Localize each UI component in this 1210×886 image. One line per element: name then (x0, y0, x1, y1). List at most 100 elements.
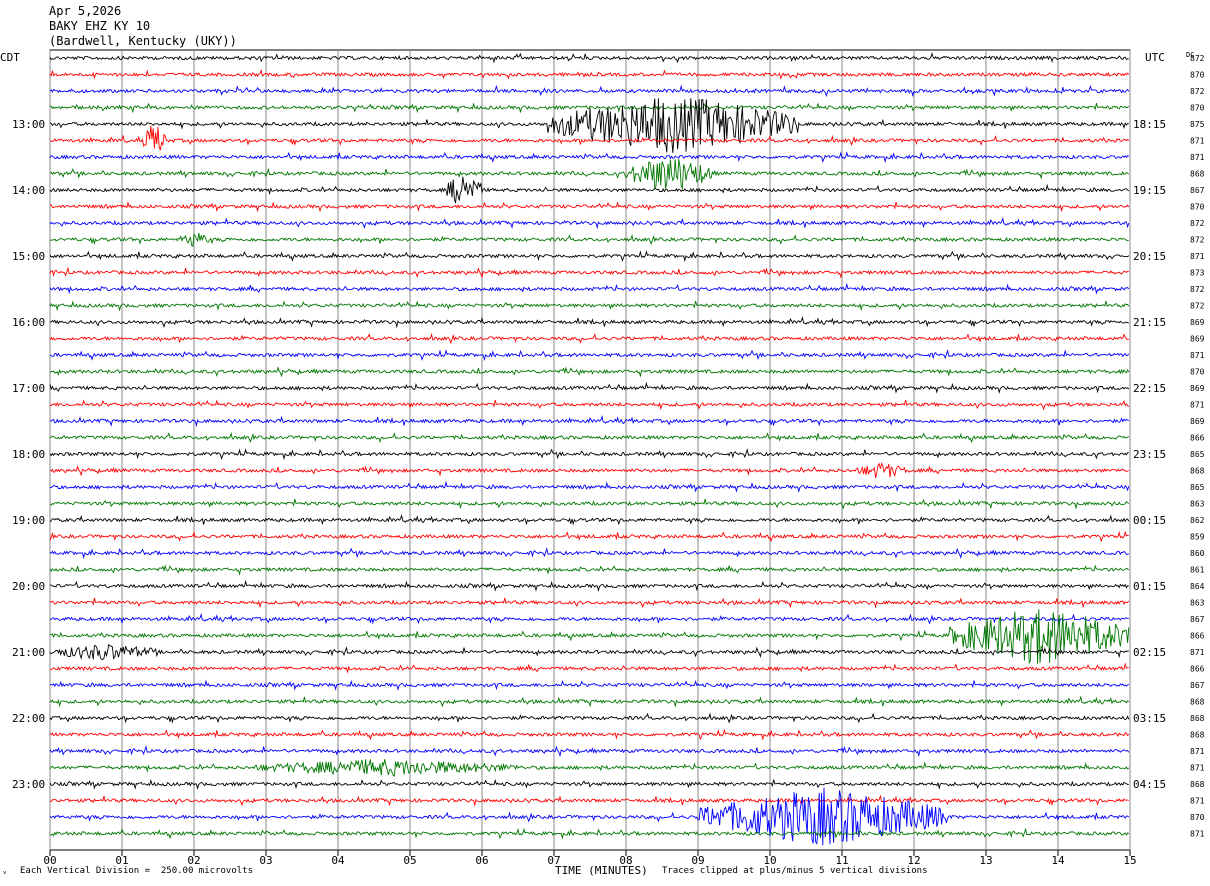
dc-offset-label: 868 (1190, 698, 1205, 707)
dc-offset-label: 867 (1190, 615, 1205, 624)
dc-offset-label: 871 (1190, 747, 1205, 756)
x-tick-label: 01 (115, 854, 128, 867)
dc-offset-label: 871 (1190, 153, 1205, 162)
trace-row-13 (49, 266, 1129, 279)
dc-offset-label: 859 (1190, 533, 1205, 542)
dc-offset-label: 867 (1190, 681, 1205, 690)
trace-row-39 (49, 695, 1130, 708)
left-hour-label: 22:00 (12, 712, 45, 725)
trace-row-16 (49, 315, 1129, 329)
trace-row-18 (49, 349, 1130, 362)
trace-row-14 (49, 282, 1130, 295)
x-axis-title: TIME (MINUTES) (555, 864, 648, 877)
dc-offset-label: 869 (1190, 384, 1205, 393)
dc-offset-label: 873 (1190, 269, 1205, 278)
dc-offset-label: 871 (1190, 401, 1205, 410)
trace-row-47 (49, 827, 1130, 840)
trace-row-8 (49, 176, 1130, 204)
trace-row-1 (49, 68, 1130, 80)
trace-row-3 (49, 102, 1130, 114)
trace-row-28 (49, 513, 1130, 526)
dc-header-label: DC (1186, 51, 1194, 59)
dc-offset-label: 870 (1190, 71, 1205, 80)
trace-row-36 (49, 643, 1129, 660)
trace-row-29 (49, 530, 1129, 543)
left-hour-label: 19:00 (12, 514, 45, 527)
trace-row-38 (49, 679, 1130, 691)
dc-offset-label: 871 (1190, 830, 1205, 839)
dc-offset-label: 869 (1190, 318, 1205, 327)
dc-offset-label: 868 (1190, 467, 1205, 476)
right-hour-label: 01:15 (1133, 580, 1166, 593)
trace-row-33 (49, 597, 1130, 609)
left-hour-label: 18:00 (12, 448, 45, 461)
trace-row-45 (49, 794, 1129, 807)
left-hour-label: 17:00 (12, 382, 45, 395)
trace-row-0 (49, 52, 1129, 64)
trace-row-21 (49, 399, 1130, 411)
x-tick-label: 11 (835, 854, 848, 867)
right-timezone-label: UTC (1145, 51, 1165, 64)
right-hour-label: 18:15 (1133, 118, 1166, 131)
x-tick-label: 08 (619, 854, 632, 867)
trace-row-4 (49, 98, 1129, 153)
dc-offset-label: 864 (1190, 582, 1205, 591)
dc-offset-label: 872 (1190, 285, 1205, 294)
dc-offset-label: 871 (1190, 137, 1205, 146)
trace-row-40 (49, 712, 1130, 724)
dc-offset-label: 872 (1190, 219, 1205, 228)
dc-offset-label: 870 (1190, 203, 1205, 212)
right-hour-label: 20:15 (1133, 250, 1166, 263)
dc-offset-label: 862 (1190, 516, 1205, 525)
dc-offset-label: 871 (1190, 252, 1205, 261)
scale-icon: ᵥ (2, 867, 8, 877)
trace-row-2 (49, 84, 1130, 98)
dc-offset-label: 861 (1190, 566, 1205, 575)
trace-row-43 (49, 759, 1130, 777)
trace-row-12 (49, 250, 1130, 263)
trace-row-27 (49, 498, 1130, 510)
trace-row-7 (49, 159, 1130, 191)
header-date: Apr 5,2026 (49, 4, 122, 18)
dc-offset-label: 863 (1190, 500, 1205, 509)
x-tick-label: 12 (907, 854, 920, 867)
left-hour-label: 23:00 (12, 778, 45, 791)
x-tick-label: 10 (763, 854, 776, 867)
x-tick-label: 13 (979, 854, 992, 867)
left-hour-label: 15:00 (12, 250, 45, 263)
x-tick-label: 03 (259, 854, 272, 867)
dc-offset-label: 866 (1190, 434, 1205, 443)
left-hour-label: 14:00 (12, 184, 45, 197)
trace-row-20 (49, 381, 1130, 394)
left-timezone-label: CDT (0, 51, 20, 64)
x-tick-label: 15 (1123, 854, 1136, 867)
dc-offset-label: 871 (1190, 797, 1205, 806)
trace-row-11 (49, 232, 1129, 248)
x-tick-label: 04 (331, 854, 345, 867)
x-tick-label: 05 (403, 854, 416, 867)
trace-row-10 (49, 216, 1130, 230)
dc-offset-label: 866 (1190, 665, 1205, 674)
trace-row-46 (49, 787, 1130, 846)
trace-row-19 (49, 366, 1130, 378)
dc-offset-label: 867 (1190, 186, 1205, 195)
trace-row-32 (50, 579, 1129, 592)
right-hour-label: 21:15 (1133, 316, 1166, 329)
x-tick-label: 14 (1051, 854, 1065, 867)
left-hour-label: 20:00 (12, 580, 45, 593)
right-hour-label: 02:15 (1133, 646, 1166, 659)
clip-note: Traces clipped at plus/minus 5 vertical … (662, 866, 928, 876)
trace-row-44 (49, 778, 1129, 790)
plot-frame (49, 49, 1131, 851)
x-tick-label: 06 (475, 854, 488, 867)
dc-offset-label: 868 (1190, 731, 1205, 740)
trace-row-25 (49, 462, 1129, 479)
trace-row-37 (49, 662, 1129, 674)
dc-offset-label: 865 (1190, 483, 1205, 492)
dc-offset-label: 872 (1190, 302, 1205, 311)
dc-offset-label: 869 (1190, 335, 1205, 344)
trace-row-6 (49, 151, 1130, 164)
trace-row-22 (49, 414, 1129, 428)
right-hour-label: 22:15 (1133, 382, 1166, 395)
dc-offset-label: 872 (1190, 236, 1205, 245)
